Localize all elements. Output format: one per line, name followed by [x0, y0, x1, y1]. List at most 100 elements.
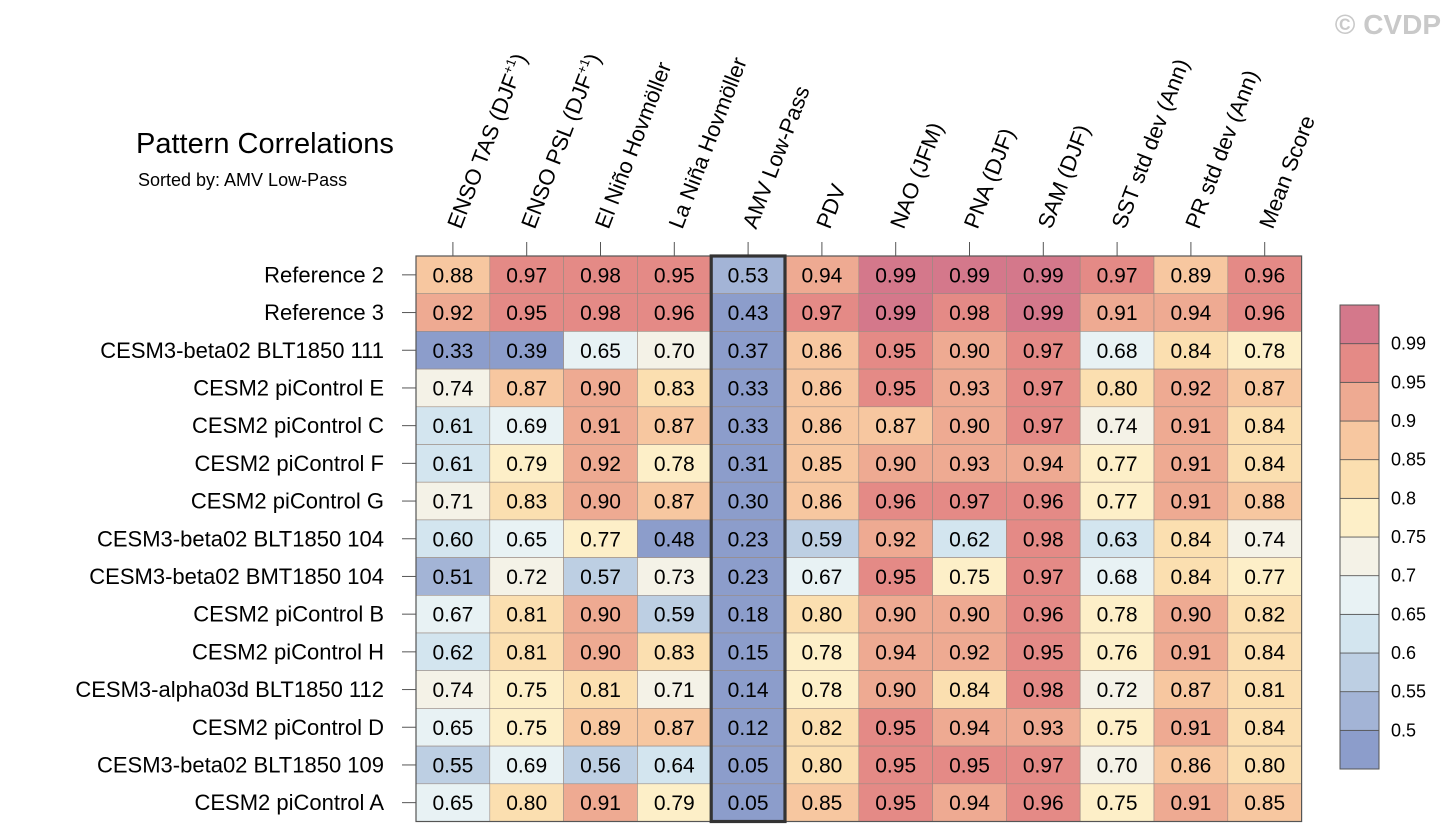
heatmap-cell	[710, 783, 786, 822]
heatmap-cell	[710, 406, 786, 445]
row-label-cesm2-picontrol-e: CESM2 piControl E	[193, 375, 384, 400]
cell-value: 0.59	[801, 528, 842, 551]
cell-value: 0.84	[1244, 453, 1285, 476]
cell-value: 0.77	[580, 528, 621, 551]
heatmap-cell	[932, 519, 1007, 558]
cell-value: 0.55	[432, 754, 473, 777]
cell-value: 0.87	[875, 415, 916, 438]
cell-value: 0.95	[875, 566, 916, 589]
heatmap-cell	[489, 594, 564, 634]
cell-value: 0.65	[432, 792, 473, 815]
cell-value: 0.67	[801, 566, 842, 589]
cell-value: 0.94	[875, 641, 916, 664]
cell-value: 0.87	[1170, 679, 1211, 702]
heatmap-cell	[1006, 745, 1081, 785]
cell-value: 0.43	[728, 302, 769, 325]
cell-value: 0.91	[1170, 641, 1211, 664]
row-labels: Reference 2 Reference 3 CESM3-beta02 BLT18…	[75, 262, 416, 815]
cell-value: 0.94	[1170, 302, 1211, 325]
cell-value: 0.92	[432, 302, 473, 325]
cell-value: 0.81	[1244, 679, 1285, 702]
row-label-cesm3-beta02-blt1850-111: CESM3-beta02 BLT1850 111	[100, 338, 384, 363]
column-label-pna-djf: PNA (DJF)	[959, 125, 1020, 232]
heatmap-cell	[489, 632, 564, 672]
cell-value: 0.14	[728, 679, 769, 702]
cell-value: 0.90	[580, 604, 621, 627]
cell-value: 0.98	[1023, 679, 1064, 702]
heatmap-cell	[489, 481, 564, 521]
heatmap-cell	[1227, 557, 1302, 596]
heatmap-cell	[1153, 557, 1229, 596]
colorbar-segment	[1339, 459, 1380, 499]
cell-value: 0.76	[1097, 641, 1138, 664]
cell-value: 0.90	[875, 604, 916, 627]
cell-value: 0.77	[1097, 453, 1138, 476]
column-label-nao-jfm: NAO (JFM)	[885, 119, 948, 232]
heatmap-cell	[415, 444, 491, 483]
heatmap-cell	[563, 444, 638, 483]
cell-value: 0.23	[728, 528, 769, 551]
cell-value: 0.86	[801, 340, 842, 363]
heatmap-cell	[489, 444, 564, 483]
cell-value: 0.63	[1097, 528, 1138, 551]
cell-value: 0.86	[801, 377, 842, 400]
heatmap-cell	[1079, 783, 1155, 822]
heatmap-cell	[932, 708, 1007, 747]
heatmap-cell	[1006, 368, 1081, 408]
colorbar-label: 0.5	[1391, 720, 1416, 740]
cell-value: 0.85	[801, 792, 842, 815]
cell-value: 0.59	[654, 604, 695, 627]
heatmap-cell	[932, 632, 1007, 672]
column-label-pr-std-dev-ann: PR std dev (Ann)	[1180, 66, 1263, 231]
heatmap-cell	[1153, 444, 1229, 483]
column-label-el-ni-o-hovm-ller: El Niño Hovmöller	[590, 58, 676, 231]
heatmap-cell	[415, 594, 491, 634]
cell-value: 0.80	[801, 754, 842, 777]
colorbar-segment	[1339, 729, 1380, 770]
heatmap-cell	[1006, 670, 1081, 709]
heatmap-cell	[415, 708, 491, 747]
heatmap-cell	[563, 670, 638, 709]
heatmap-cell	[489, 406, 564, 445]
heatmap-cell	[932, 594, 1007, 634]
heatmap-cell	[1006, 293, 1081, 332]
cell-value: 0.68	[1097, 340, 1138, 363]
heatmap-cell	[563, 331, 638, 370]
cell-value: 0.97	[506, 264, 547, 287]
column-label-enso-tas-djf-1: ENSO TAS (DJF+1)	[441, 50, 532, 232]
heatmap-cell	[858, 519, 933, 558]
heatmap-cell	[489, 783, 564, 822]
column-label-enso-psl-djf-1: ENSO PSL (DJF+1)	[515, 50, 606, 232]
cell-value: 0.95	[1023, 641, 1064, 664]
heatmap-cell	[637, 406, 712, 445]
cell-value: 0.95	[875, 754, 916, 777]
cell-value: 0.74	[1244, 528, 1285, 551]
heatmap-cell	[1153, 670, 1229, 709]
colorbar-label: 0.6	[1391, 643, 1416, 663]
cell-value: 0.84	[1170, 340, 1211, 363]
heatmap-cell	[858, 255, 933, 295]
cell-value: 0.95	[875, 377, 916, 400]
heatmap-cell	[784, 293, 860, 332]
cell-value: 0.95	[506, 302, 547, 325]
colorbar-segment	[1339, 652, 1380, 693]
heatmap-cell	[1079, 368, 1155, 408]
cell-value: 0.30	[728, 491, 769, 514]
cell-value: 0.77	[1097, 491, 1138, 514]
cell-value: 0.60	[432, 528, 473, 551]
cell-value: 0.97	[801, 302, 842, 325]
chart-title: Pattern Correlations	[136, 128, 394, 160]
cell-value: 0.82	[1244, 604, 1285, 627]
cell-value: 0.90	[580, 641, 621, 664]
heatmap-cell	[1006, 783, 1081, 822]
cell-value: 0.81	[580, 679, 621, 702]
cell-value: 0.97	[949, 491, 990, 514]
heatmap-cell	[563, 783, 638, 822]
heatmap-cell	[858, 557, 933, 596]
heatmap-cell	[858, 406, 933, 445]
watermark-text: © CVDP	[1335, 9, 1441, 40]
heatmap-cell	[710, 255, 786, 295]
cell-value: 0.33	[728, 415, 769, 438]
cell-value: 0.97	[1097, 264, 1138, 287]
